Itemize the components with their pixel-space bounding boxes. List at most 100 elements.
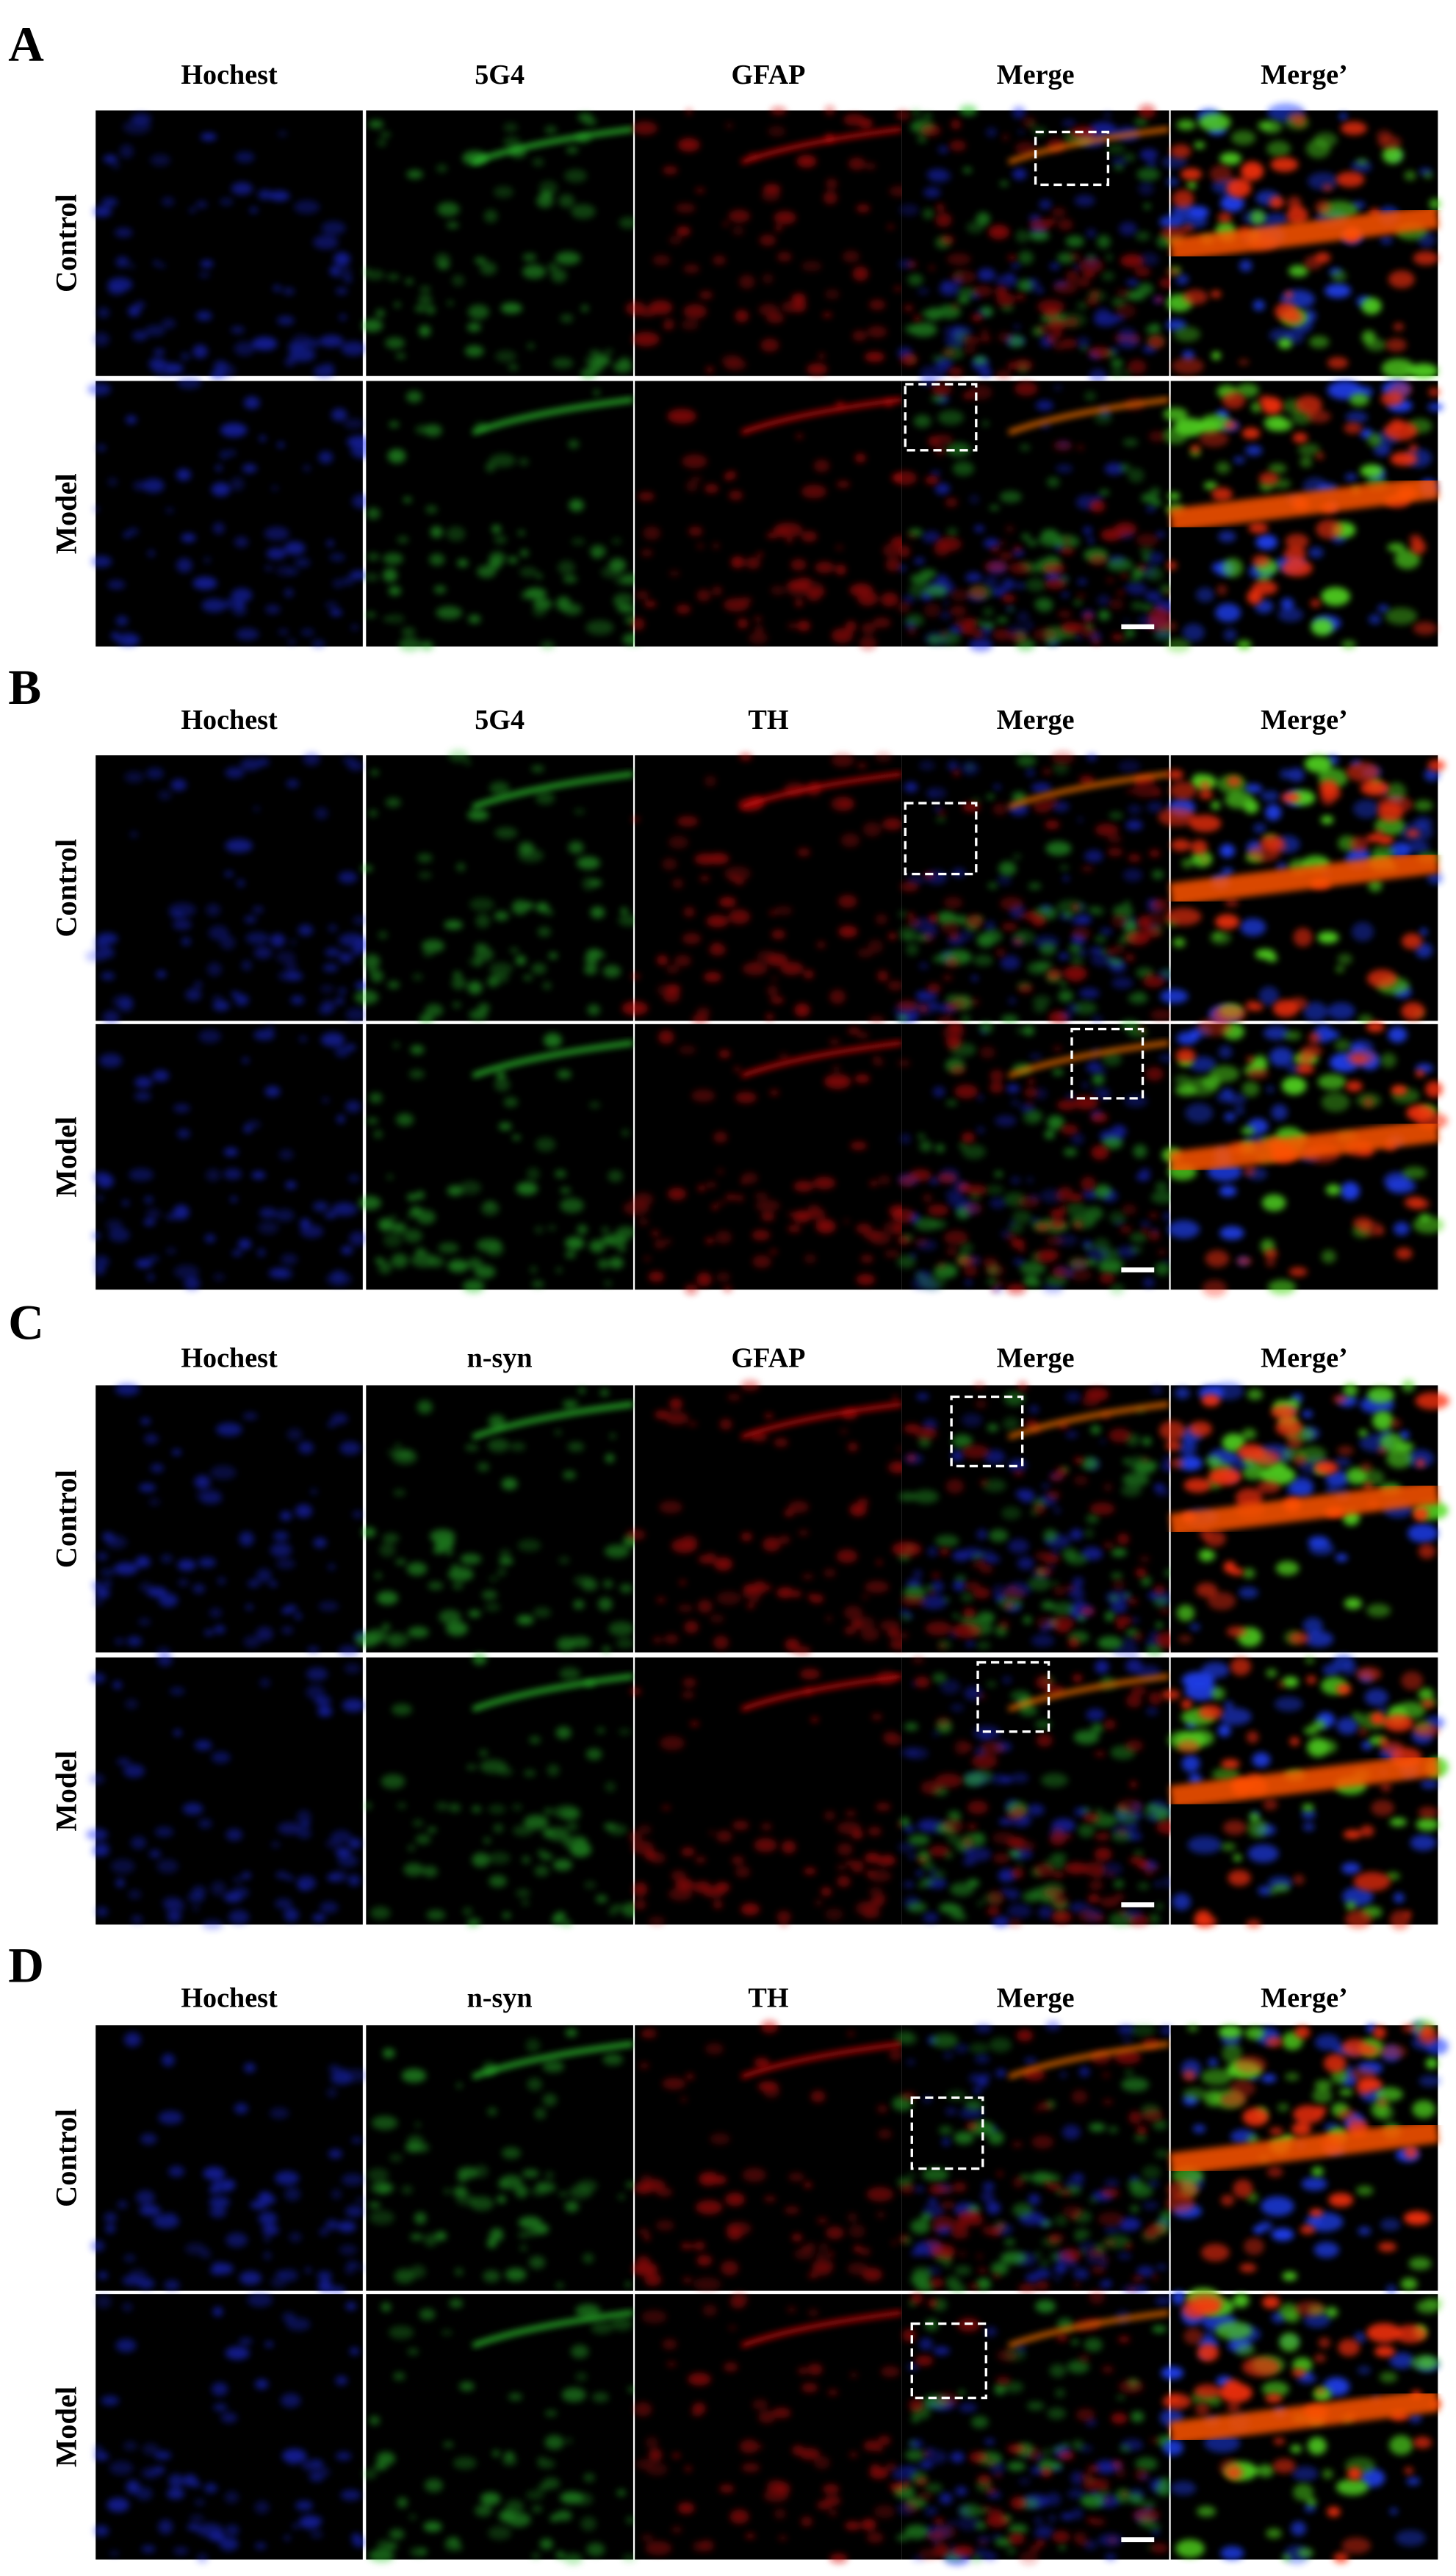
cell	[1033, 800, 1052, 813]
cell	[1142, 554, 1150, 561]
cell	[345, 2302, 357, 2311]
cell	[974, 619, 984, 627]
cell	[1115, 303, 1136, 318]
cell	[897, 1255, 916, 1269]
cell	[526, 1167, 540, 1181]
cell	[1050, 2251, 1062, 2262]
cell	[1127, 334, 1142, 344]
cell	[602, 965, 621, 978]
cell	[1209, 1386, 1221, 1395]
cell	[1114, 2467, 1126, 2478]
cell	[940, 235, 954, 245]
cell	[588, 359, 604, 373]
cell	[987, 1907, 1000, 1915]
cell	[939, 1548, 950, 1555]
cell	[249, 206, 258, 214]
cell	[1341, 1862, 1361, 1874]
cell	[484, 1602, 501, 1612]
cell	[203, 2167, 226, 2180]
cell	[1001, 922, 1018, 931]
cell	[641, 2029, 651, 2038]
cell	[397, 2497, 408, 2508]
cell	[913, 315, 921, 322]
cell	[350, 2347, 359, 2356]
cell	[960, 1591, 974, 1603]
zoom-box	[950, 1395, 1024, 1468]
cell	[666, 965, 680, 974]
cell	[1104, 2239, 1117, 2246]
cell	[608, 1621, 635, 1636]
cell	[438, 1242, 459, 1253]
cell	[322, 963, 339, 972]
cell	[1112, 1579, 1125, 1591]
cell	[972, 628, 984, 638]
cell	[662, 2339, 677, 2350]
cell	[990, 546, 1000, 553]
cell	[762, 273, 774, 284]
micrograph	[90, 2025, 369, 2295]
streak	[1169, 1752, 1440, 1809]
cell	[87, 383, 112, 396]
cell	[796, 154, 817, 168]
cell	[1308, 547, 1324, 558]
cell	[464, 345, 484, 357]
cell	[1131, 602, 1145, 610]
cell	[98, 1053, 123, 1068]
cell	[866, 2187, 894, 2202]
cell	[1226, 178, 1252, 198]
cell	[917, 135, 927, 143]
cell	[836, 481, 851, 489]
cell	[1063, 1148, 1078, 1156]
cell	[907, 260, 918, 269]
cell	[122, 2303, 133, 2312]
cell	[1184, 1681, 1218, 1701]
cell	[425, 305, 436, 315]
cell	[195, 312, 203, 319]
cell	[257, 1248, 266, 1257]
cell	[1104, 462, 1125, 475]
cell	[1354, 2331, 1366, 2344]
cell	[516, 1615, 534, 1625]
cell	[1241, 1081, 1260, 1097]
cell	[1023, 1110, 1042, 1125]
cell	[466, 323, 481, 332]
cell	[1421, 1699, 1435, 1708]
cell	[684, 1284, 699, 1295]
cell	[408, 1626, 429, 1638]
cell	[898, 1059, 911, 1067]
cell	[844, 1626, 857, 1636]
cell	[1050, 1473, 1064, 1481]
cell	[766, 953, 788, 967]
cell	[1011, 1239, 1026, 1248]
cell	[407, 2348, 419, 2356]
cell	[1140, 1576, 1152, 1587]
cell	[547, 1827, 569, 1841]
cell	[369, 2202, 381, 2209]
cell	[705, 366, 714, 373]
cell	[1228, 1870, 1251, 1886]
cell	[944, 2253, 952, 2261]
cell	[896, 1000, 918, 1012]
cell	[951, 303, 959, 310]
cell	[827, 2251, 835, 2258]
cell	[969, 494, 979, 504]
cell	[973, 356, 987, 365]
cell	[1220, 194, 1244, 212]
cell	[571, 538, 585, 546]
cell	[264, 2236, 270, 2242]
cell	[403, 497, 412, 503]
cell	[1048, 1010, 1069, 1025]
cell	[995, 2537, 1012, 2547]
cell	[981, 2190, 995, 2203]
cell	[126, 1636, 143, 1647]
cell	[1073, 600, 1083, 605]
cell	[966, 763, 974, 771]
cell	[1067, 2360, 1089, 2374]
cell	[468, 614, 481, 624]
cell	[829, 2509, 838, 2516]
cell	[95, 1586, 110, 1599]
cell	[198, 1557, 217, 1568]
cell	[1295, 395, 1322, 414]
cell	[633, 2402, 652, 2417]
cell	[813, 2456, 831, 2469]
